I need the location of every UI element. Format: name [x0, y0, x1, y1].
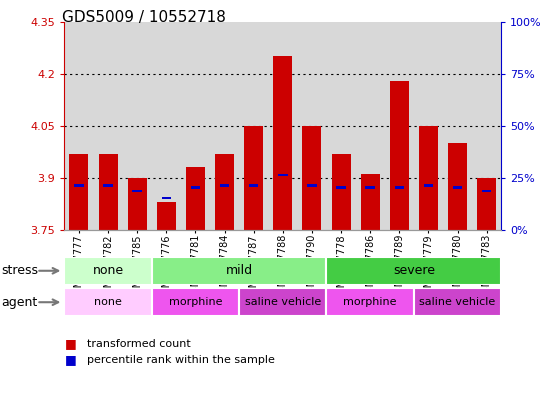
Bar: [453, 186, 462, 189]
Text: none: none: [94, 297, 122, 307]
Bar: [186, 167, 205, 230]
Bar: [64, 257, 152, 285]
Bar: [133, 190, 142, 193]
Bar: [128, 178, 147, 230]
Bar: [366, 186, 375, 189]
Bar: [302, 126, 321, 230]
Bar: [424, 184, 433, 187]
Text: morphine: morphine: [343, 297, 397, 307]
Bar: [69, 154, 88, 230]
Bar: [326, 288, 414, 316]
Bar: [152, 257, 326, 285]
Text: ■: ■: [64, 337, 76, 351]
Bar: [448, 143, 467, 230]
Bar: [326, 257, 501, 285]
Text: agent: agent: [2, 296, 38, 309]
Bar: [249, 184, 258, 187]
Bar: [482, 190, 491, 193]
Bar: [215, 154, 234, 230]
Bar: [64, 288, 152, 316]
Bar: [337, 186, 346, 189]
Bar: [239, 288, 326, 316]
Text: saline vehicle: saline vehicle: [245, 297, 321, 307]
Bar: [74, 184, 83, 187]
Text: mild: mild: [226, 264, 253, 277]
Text: stress: stress: [2, 264, 39, 277]
Bar: [278, 174, 287, 176]
Bar: [307, 184, 316, 187]
Text: GDS5009 / 10552718: GDS5009 / 10552718: [62, 10, 226, 25]
Bar: [477, 178, 496, 230]
Text: severe: severe: [393, 264, 435, 277]
Bar: [395, 186, 404, 189]
Bar: [152, 288, 239, 316]
Bar: [390, 81, 409, 230]
Bar: [244, 126, 263, 230]
Text: percentile rank within the sample: percentile rank within the sample: [87, 354, 274, 365]
Bar: [99, 154, 118, 230]
Text: ■: ■: [64, 353, 76, 366]
Text: transformed count: transformed count: [87, 339, 190, 349]
Text: morphine: morphine: [169, 297, 222, 307]
Bar: [191, 186, 200, 189]
Bar: [162, 196, 171, 199]
Bar: [157, 202, 176, 230]
Bar: [419, 126, 438, 230]
Bar: [104, 184, 113, 187]
Bar: [273, 56, 292, 230]
Text: saline vehicle: saline vehicle: [419, 297, 496, 307]
Bar: [220, 184, 229, 187]
Bar: [361, 174, 380, 230]
Bar: [414, 288, 501, 316]
Text: none: none: [92, 264, 124, 277]
Bar: [332, 154, 351, 230]
